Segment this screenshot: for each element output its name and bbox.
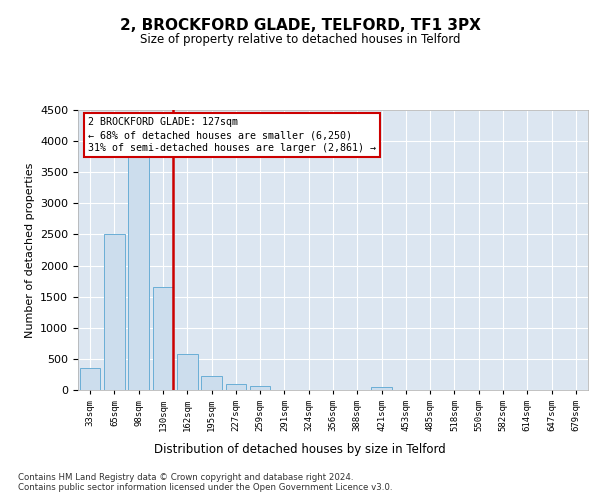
Text: Contains HM Land Registry data © Crown copyright and database right 2024.: Contains HM Land Registry data © Crown c… (18, 472, 353, 482)
Text: Contains public sector information licensed under the Open Government Licence v3: Contains public sector information licen… (18, 484, 392, 492)
Bar (371, 386, 392, 390)
Text: Distribution of detached houses by size in Telford: Distribution of detached houses by size … (154, 442, 446, 456)
Bar (250, 386, 271, 390)
Bar (80, 368, 100, 390)
Text: Size of property relative to detached houses in Telford: Size of property relative to detached ho… (140, 32, 460, 46)
Bar (201, 376, 222, 390)
Text: 2 BROCKFORD GLADE: 127sqm
← 68% of detached houses are smaller (6,250)
31% of se: 2 BROCKFORD GLADE: 127sqm ← 68% of detac… (88, 117, 376, 154)
Bar (128, 156, 149, 390)
Text: 2, BROCKFORD GLADE, TELFORD, TF1 3PX: 2, BROCKFORD GLADE, TELFORD, TF1 3PX (119, 18, 481, 32)
Y-axis label: Number of detached properties: Number of detached properties (25, 162, 35, 338)
Bar (152, 288, 173, 390)
Bar (177, 354, 197, 390)
Bar (104, 234, 125, 390)
Bar (226, 384, 246, 390)
